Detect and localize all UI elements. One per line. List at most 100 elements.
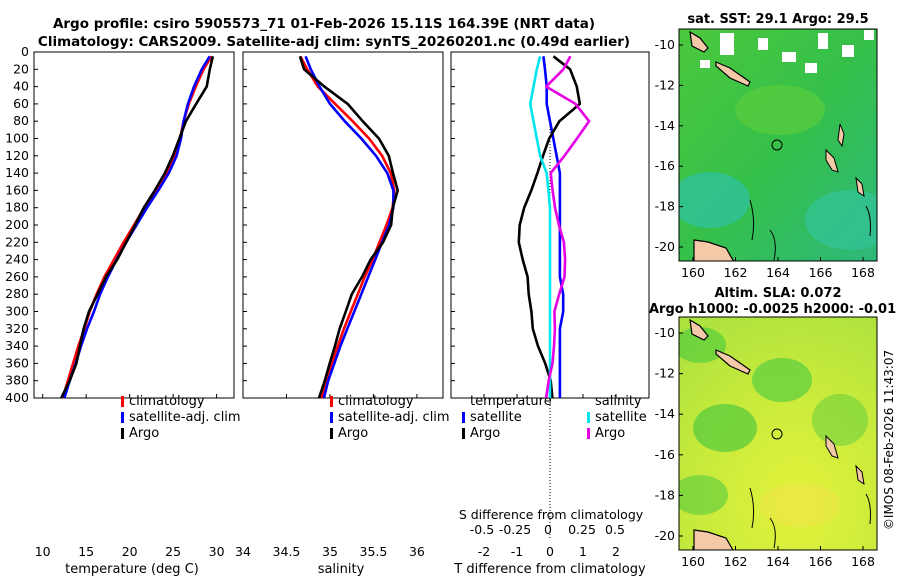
map-y-tick-label: -20 [655,528,675,543]
map-y-tick-label: -12 [655,366,675,381]
x-tick-label: -2 [478,544,490,559]
x-tick-label: 36 [409,544,425,559]
sst-missing-data [720,33,734,55]
map-x-tick-label: 164 [766,554,790,569]
legend-label-argo: Argo [338,426,368,441]
x-tick-label: 1 [579,544,587,559]
difference-panel: -2 -1 0 1 2 T difference from climatology S … [450,51,650,577]
figure-title-line2: Climatology: CARS2009. Satellite-adj cli… [38,34,630,50]
legend-title-temperature: temperature [470,394,552,409]
salinity-legend: climatology satellite-adj. clim Argo [330,394,450,441]
map-y-tick-label: -18 [655,199,675,214]
temperature-panel: 0 20 40 60 80 100 120 140 160 180 200 220 240 260 280 3… [5,44,240,577]
sla-map-panel: Altim. SLA: 0.072 Argo h1000: -0.0025 h2… [649,286,896,569]
depth-tick-label: 80 [13,113,29,128]
difference-x-axis: -2 -1 0 1 2 [451,51,620,559]
legend-swatch-argo [330,428,333,439]
depth-tick-label: 140 [5,165,29,180]
legend-label-salinity-satellite: satellite [595,410,647,425]
sst-reef-outline [749,199,871,261]
sla-map-subtitle: Argo h1000: -0.0025 h2000: -0.01 [649,302,896,317]
map-y-tick-label: -18 [655,487,675,502]
sst-warm-patch [735,85,825,135]
sst-missing-data [758,38,768,50]
map-y-tick-label: -14 [655,118,675,133]
depth-tick-label: 220 [5,234,29,249]
depth-tick-label: 260 [5,269,29,284]
sst-missing-data [700,60,710,68]
map-y-tick-label: -12 [655,77,675,92]
depth-tick-label: 400 [5,390,29,405]
series-line-salinity-satellite [528,55,552,398]
sst-missing-data [842,45,854,57]
sst-coastline [689,30,709,53]
legend-label-temperature-argo: Argo [470,426,500,441]
depth-tick-label: 240 [5,252,29,267]
series-line-satellite-adj-clim [304,55,395,399]
difference-profiles [517,55,591,399]
depth-tick-label: 0 [21,44,29,59]
map-x-tick-label: 160 [681,554,705,569]
sst-map-axes: 160 162 164 166 168 -10 -12 -14 -16 -18 -20 [655,37,875,280]
s-tick-label-4: 0.25 [568,522,596,537]
sla-low-patch [679,327,726,363]
temperature-xlabel: temperature (deg C) [65,562,199,577]
legend-swatch-argo [121,428,124,439]
map-x-tick-label: 168 [851,554,875,569]
x-tick-label: 34 [235,544,251,559]
sla-low-patch [812,394,868,446]
x-tick-label: 35 [322,544,338,559]
map-y-tick-label: -10 [655,325,675,340]
x-tick-label: 34.5 [273,544,301,559]
sla-coastline [855,464,865,486]
sst-coastline [855,176,865,198]
sst-heatmap [679,29,877,261]
sst-coastline [825,148,839,173]
sst-cool-patch [805,190,877,250]
legend-swatch-satellite [121,412,124,423]
sla-low-patch [752,358,812,402]
difference-top-xlabel: S difference from climatology [459,507,644,522]
depth-tick-label: 380 [5,373,29,388]
legend-label-satellite: satellite-adj. clim [338,410,450,425]
legend-swatch-temperature-satellite [462,412,465,423]
legend-label-climatology: climatology [129,394,205,409]
series-line-salinity-argo [544,55,591,399]
map-y-tick-label: -16 [655,447,675,462]
legend-swatch-salinity-argo [587,428,590,439]
depth-tick-label: 160 [5,182,29,197]
salinity-plot-frame [242,51,444,399]
sst-missing-data [805,63,817,73]
temperature-profiles [60,55,215,399]
sst-missing-data [818,33,828,49]
argo-float-marker [771,139,783,151]
argo-float-marker [771,428,783,440]
sla-coastline [689,318,709,341]
series-line-temperature-argo [517,55,582,399]
map-x-tick-label: 166 [809,265,833,280]
s-tick-label-5: 0.5 [605,522,625,537]
depth-tick-label: 280 [5,286,29,301]
temperature-legend: climatology satellite-adj. clim Argo [121,394,241,441]
depth-tick-label: 200 [5,217,29,232]
depth-tick-label: 120 [5,148,29,163]
map-x-tick-label: 160 [681,265,705,280]
legend-label-temperature-satellite: satellite [470,410,522,425]
legend-label-satellite: satellite-adj. clim [129,410,241,425]
sst-missing-data [864,30,874,40]
depth-tick-label: 180 [5,200,29,215]
map-x-tick-label: 164 [766,265,790,280]
legend-label-climatology: climatology [338,394,414,409]
sla-reef-outline [749,487,871,549]
sla-coastline [693,529,734,550]
sst-map-title: sat. SST: 29.1 Argo: 29.5 [687,12,868,27]
imos-credit: ©IMOS 08-Feb-2026 11:43:07 [882,350,896,530]
legend-label-salinity-argo: Argo [595,426,625,441]
x-tick-label: 2 [612,544,620,559]
x-tick-label: 15 [78,544,94,559]
sst-coastline [715,61,751,87]
sla-high-patch [760,483,840,527]
map-y-tick-label: -20 [655,239,675,254]
depth-tick-label: 100 [5,131,29,146]
sst-missing-data [782,52,796,62]
